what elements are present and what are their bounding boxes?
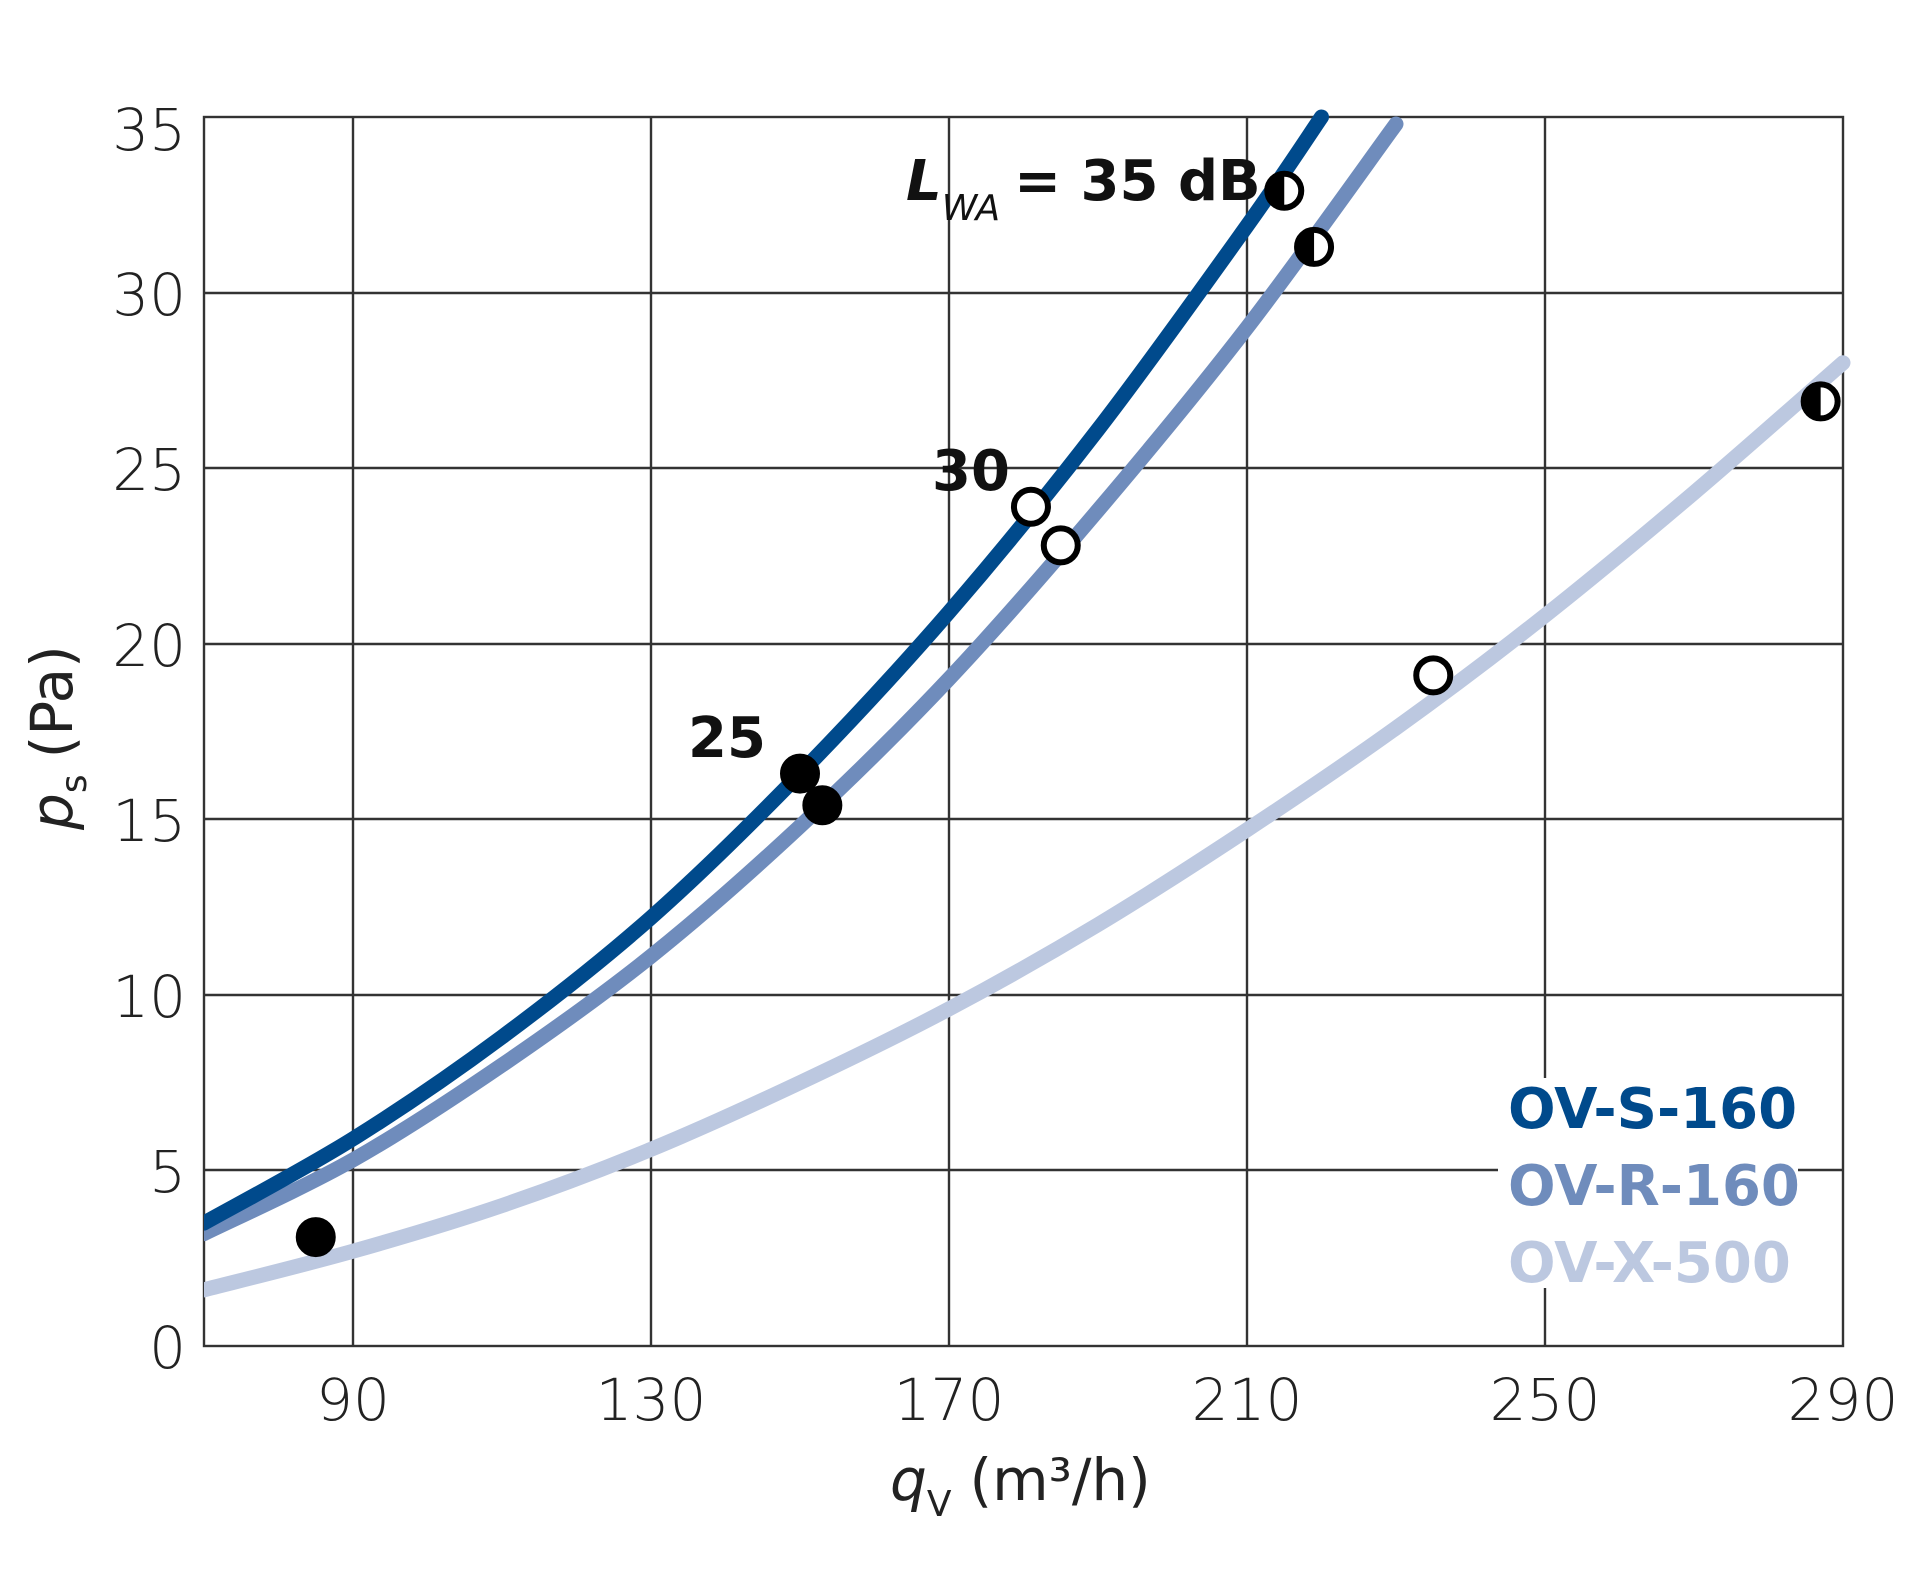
y-tick-10: 10 <box>112 963 186 1031</box>
x-tick-250: 250 <box>1490 1366 1601 1434</box>
annotations: LWA = 35 dB 30 25 <box>688 149 1261 771</box>
y-tick-30: 30 <box>112 261 186 329</box>
y-tick-0: 0 <box>149 1314 186 1382</box>
marker-filled-ov-s-160 <box>780 753 820 794</box>
marker-filled-ov-x-500 <box>295 1217 336 1258</box>
series-ov-x-500-line <box>204 355 1851 1298</box>
y-tick-20: 20 <box>112 612 186 680</box>
legend-item-ov-x-500: OV-X-500 <box>1508 1231 1791 1296</box>
y-axis-label: ps(Pa) <box>18 645 95 831</box>
legend-background <box>1498 1078 1798 1288</box>
x-axis-ticks: 90 130 170 210 250 290 <box>316 1366 1898 1434</box>
plot-frame <box>202 115 1845 1348</box>
x-axis-label: qV (m³/h) <box>890 1446 1151 1525</box>
marker-open-ov-x-500 <box>1413 655 1454 696</box>
marker-half-ov-s-160 <box>1264 170 1305 211</box>
y-tick-15: 15 <box>112 787 186 855</box>
x-tick-290: 290 <box>1788 1366 1899 1434</box>
level-30-annotation: 30 <box>932 439 1010 504</box>
marker-open-ov-r-160 <box>1040 525 1081 566</box>
x-tick-210: 210 <box>1192 1366 1303 1434</box>
legend-item-ov-s-160: OV-S-160 <box>1508 1077 1797 1142</box>
level-25-annotation: 25 <box>688 706 766 771</box>
svg-text:qV(m³/h): qV (m³/h) <box>890 1446 1151 1525</box>
marker-half-ov-x-500 <box>1800 381 1841 422</box>
y-tick-35: 35 <box>112 96 186 164</box>
legend-item-ov-r-160: OV-R-160 <box>1508 1154 1800 1219</box>
x-tick-130: 130 <box>596 1366 707 1434</box>
sound-level-markers <box>295 170 1841 1258</box>
lwa-annotation: LWA = 35 dB <box>906 149 1261 229</box>
x-tick-170: 170 <box>894 1366 1005 1434</box>
legend: OV-S-160 OV-R-160 OV-X-500 <box>1498 1077 1800 1296</box>
marker-half-ov-r-160 <box>1294 226 1335 267</box>
series-ov-r-160-line <box>204 116 1404 1242</box>
svg-text:ps(Pa): ps(Pa) <box>18 645 95 831</box>
y-tick-25: 25 <box>112 436 186 504</box>
marker-open-ov-s-160 <box>1010 486 1051 527</box>
series-ov-s-160-line <box>204 109 1329 1231</box>
x-tick-90: 90 <box>316 1366 390 1434</box>
y-tick-5: 5 <box>149 1138 186 1206</box>
marker-filled-ov-r-160 <box>802 785 843 826</box>
y-axis-ticks: 0 5 10 15 20 25 30 35 <box>112 96 186 1382</box>
